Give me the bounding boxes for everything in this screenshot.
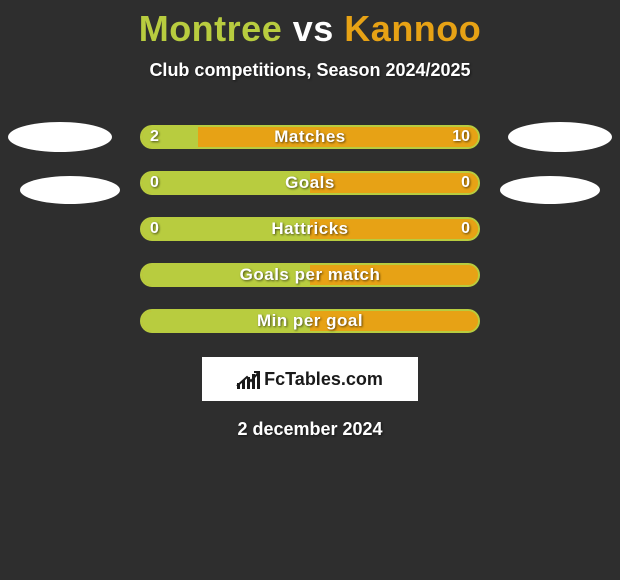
logo-box: FcTables.com <box>202 357 418 401</box>
title-player1: Montree <box>139 8 283 49</box>
stat-value-left: 0 <box>150 217 159 241</box>
stat-value-left: 0 <box>150 171 159 195</box>
bars-container: Matches210Goals00Hattricks00Goals per ma… <box>0 115 620 345</box>
title-player2: Kannoo <box>344 8 481 49</box>
stat-row: Min per goal <box>0 299 620 345</box>
page-title: Montree vs Kannoo <box>0 0 620 50</box>
date-text: 2 december 2024 <box>0 419 620 440</box>
stat-bar-label: Hattricks <box>140 217 480 241</box>
stat-bar-label: Matches <box>140 125 480 149</box>
logo-arrow-icon <box>236 371 260 387</box>
background-ellipse <box>20 176 120 204</box>
stat-row: Hattricks0 0 <box>0 207 620 253</box>
logo-bars-icon <box>237 369 260 389</box>
background-ellipse <box>500 176 600 204</box>
stat-bar-label: Min per goal <box>140 309 480 333</box>
page-root: Montree vs Kannoo Club competitions, Sea… <box>0 0 620 580</box>
stat-row: Goals per match <box>0 253 620 299</box>
background-ellipse <box>8 122 112 152</box>
logo-inner: FcTables.com <box>237 369 383 390</box>
title-vs: vs <box>293 8 334 49</box>
stat-bar-label: Goals per match <box>140 263 480 287</box>
logo-text: FcTables.com <box>264 369 383 390</box>
stat-bar-label: Goals <box>140 171 480 195</box>
stat-value-right: 0 <box>461 171 470 195</box>
background-ellipse <box>508 122 612 152</box>
stat-value-right: 0 <box>461 217 470 241</box>
stats-content: Matches210Goals00Hattricks00Goals per ma… <box>0 115 620 440</box>
stat-value-left: 2 <box>150 125 159 149</box>
stat-value-right: 10 <box>452 125 470 149</box>
subtitle: Club competitions, Season 2024/2025 <box>0 60 620 81</box>
